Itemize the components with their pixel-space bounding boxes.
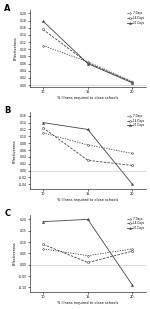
X-axis label: % Illness required to close schools: % Illness required to close schools [57,301,118,305]
Legend: 7 Days, 14 Days, 21 Days: 7 Days, 14 Days, 21 Days [127,114,144,128]
Legend: 7 Days, 14 Days, 21 Days: 7 Days, 14 Days, 21 Days [127,216,144,230]
X-axis label: % Illness required to close schools: % Illness required to close schools [57,96,118,100]
X-axis label: % Illness required to close schools: % Illness required to close schools [57,198,118,202]
Text: C: C [4,209,10,218]
Legend: 7 Days, 14 Days, 21 Days: 7 Days, 14 Days, 21 Days [127,11,144,25]
Y-axis label: Effectiveness: Effectiveness [14,36,18,60]
Y-axis label: Effectiveness: Effectiveness [13,242,17,265]
Text: B: B [4,106,11,115]
Text: A: A [4,4,11,13]
Y-axis label: Effectiveness: Effectiveness [13,139,17,163]
